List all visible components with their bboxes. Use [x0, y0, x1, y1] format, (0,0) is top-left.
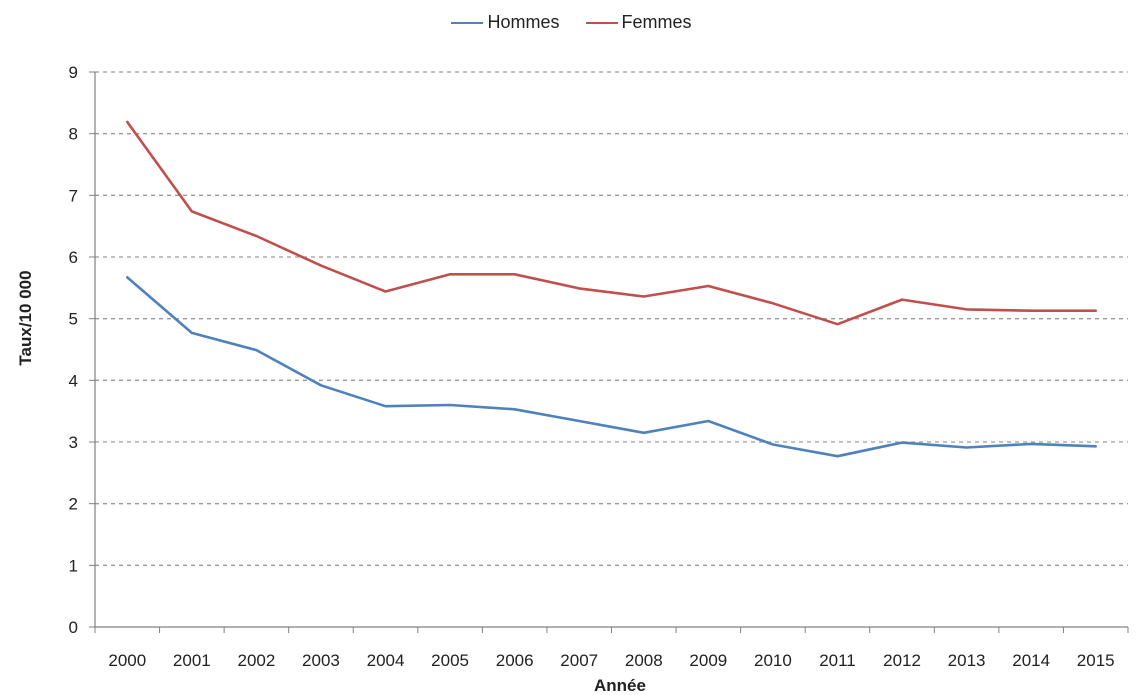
x-tick-label-2001: 2001 — [173, 651, 211, 670]
x-tick-label-2011: 2011 — [819, 651, 856, 670]
legend-swatch-hommes — [451, 21, 484, 24]
chart-legend: Hommes Femmes — [0, 12, 1143, 33]
y-tick-label-1: 1 — [69, 556, 78, 575]
legend-item-hommes: Hommes — [451, 12, 560, 33]
y-tick-label-6: 6 — [69, 248, 78, 267]
series-lines — [126, 120, 1097, 458]
y-tick-label-2: 2 — [69, 495, 78, 514]
x-tick-label-2007: 2007 — [560, 651, 598, 670]
x-tick-label-2005: 2005 — [431, 651, 469, 670]
legend-item-femmes: Femmes — [585, 12, 692, 33]
y-tick-label-9: 9 — [69, 63, 78, 82]
legend-label-femmes: Femmes — [621, 12, 692, 32]
x-tick-label-2002: 2002 — [237, 651, 275, 670]
x-tick-label-2000: 2000 — [108, 651, 146, 670]
legend-label-hommes: Hommes — [487, 12, 560, 32]
y-axis-title: Taux/10 000 — [16, 270, 35, 365]
y-tick-label-0: 0 — [69, 618, 78, 637]
x-tick-label-2008: 2008 — [625, 651, 663, 670]
x-tick-label-2013: 2013 — [948, 651, 986, 670]
x-tick-labels: 2000 2001 2002 2003 2004 2005 2006 2007 2008 2009… — [108, 651, 1114, 670]
series-line-femmes — [126, 120, 1097, 326]
x-tick-label-2014: 2014 — [1012, 651, 1050, 670]
x-tick-label-2006: 2006 — [496, 651, 534, 670]
legend-swatch-femmes — [585, 21, 618, 24]
y-tick-labels: 0 1 2 3 4 5 6 7 8 9 — [69, 63, 78, 637]
x-tick-label-2010: 2010 — [754, 651, 792, 670]
x-tick-label-2012: 2012 — [883, 651, 921, 670]
x-axis-title: Année — [594, 676, 646, 695]
x-tick-label-2004: 2004 — [367, 651, 405, 670]
y-tick-label-7: 7 — [69, 186, 78, 205]
series-line-hommes — [126, 276, 1097, 458]
y-tick-label-8: 8 — [69, 125, 78, 144]
y-tick-label-3: 3 — [69, 433, 78, 452]
x-tick-label-2003: 2003 — [302, 651, 340, 670]
y-tick-label-5: 5 — [69, 310, 78, 329]
y-tick-label-4: 4 — [69, 371, 78, 390]
gridlines — [95, 71, 1128, 566]
x-tick-label-2009: 2009 — [689, 651, 727, 670]
x-tick-label-2015: 2015 — [1077, 651, 1115, 670]
axes — [89, 71, 1129, 633]
